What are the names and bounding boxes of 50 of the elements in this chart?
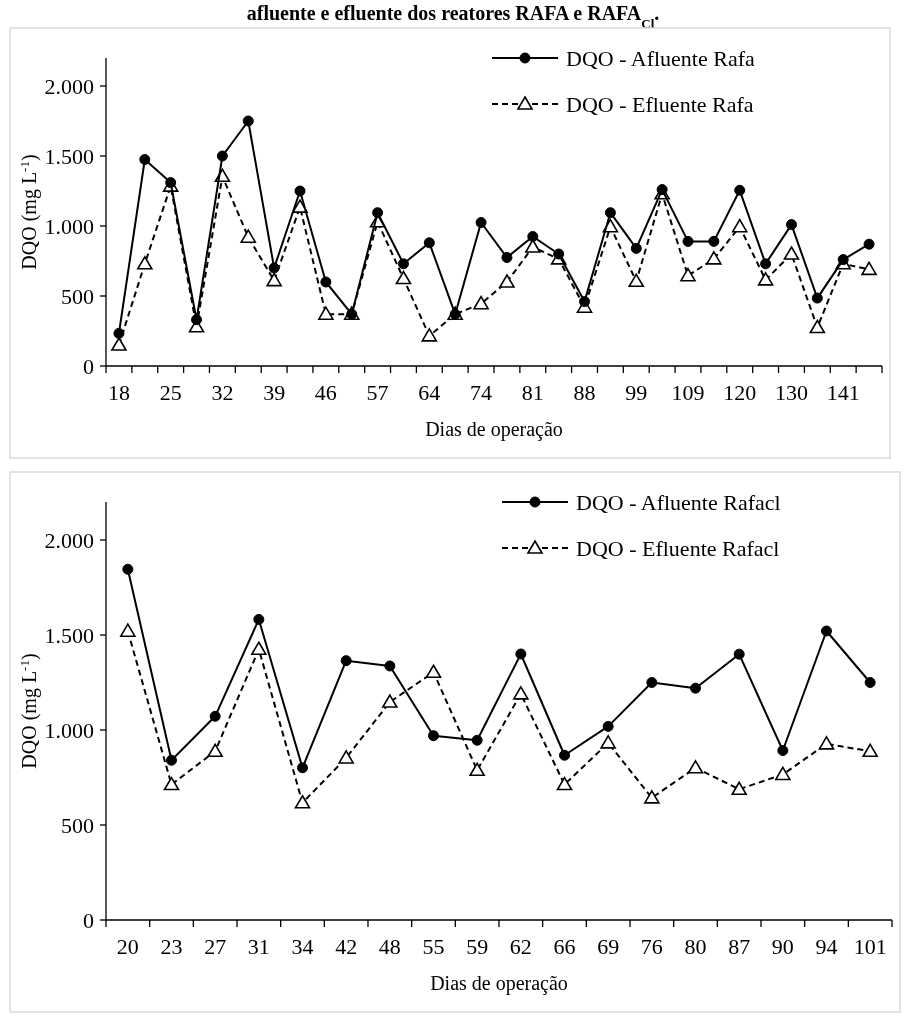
y-tick-label: 500 <box>61 812 94 838</box>
x-tick-label: 88 <box>573 380 596 405</box>
x-tick-label: 69 <box>597 934 620 959</box>
x-tick-label: 18 <box>107 380 130 405</box>
x-tick-label: 64 <box>418 380 441 405</box>
x-tick-label: 66 <box>553 934 576 959</box>
x-tick-label: 57 <box>366 380 389 405</box>
y-tick-label: 1.500 <box>44 622 94 648</box>
x-tick-label: 39 <box>263 380 286 405</box>
x-tick-label: 120 <box>723 380 757 405</box>
x-tick-label: 34 <box>291 934 314 959</box>
x-tick-label: 23 <box>160 934 183 959</box>
x-tick-label: 81 <box>521 380 544 405</box>
x-tick-label: 20 <box>116 934 139 959</box>
x-tick-label: 74 <box>470 380 493 405</box>
y-tick-label: 500 <box>61 283 94 309</box>
legend-label: DQO - Afluente Rafa <box>566 45 756 71</box>
y-tick-label: 2.000 <box>44 73 94 99</box>
legend-label: DQO - Efluente Rafa <box>566 91 754 117</box>
x-tick-label: 59 <box>466 934 489 959</box>
x-axis-title: Dias de operação <box>430 972 568 995</box>
legend-label: DQO - Afluente Rafacl <box>576 489 781 515</box>
x-tick-label: 27 <box>204 934 227 959</box>
x-tick-label: 76 <box>640 934 663 959</box>
x-tick-label: 31 <box>247 934 270 959</box>
x-tick-label: 130 <box>774 380 808 405</box>
x-tick-label: 109 <box>671 380 705 405</box>
x-axis-title: Dias de operação <box>425 418 563 441</box>
chart-title: afluente e efluente dos reatores RAFA e RAFA$_{Cl}$. <box>246 2 660 31</box>
x-tick-label: 55 <box>422 934 445 959</box>
y-tick-label: 2.000 <box>44 527 94 553</box>
x-tick-label: 32 <box>211 380 234 405</box>
x-tick-label: 141 <box>826 380 860 405</box>
x-tick-label: 46 <box>314 380 337 405</box>
x-tick-label: 99 <box>625 380 648 405</box>
x-tick-label: 101 <box>853 934 887 959</box>
y-tick-label: 1.500 <box>44 143 94 169</box>
x-tick-label: 90 <box>771 934 794 959</box>
x-tick-label: 80 <box>684 934 707 959</box>
legend-label: DQO - Efluente Rafacl <box>576 535 780 561</box>
y-tick-label: 0 <box>83 907 94 933</box>
y-tick-label: 1.000 <box>44 717 94 743</box>
x-tick-label: 25 <box>159 380 182 405</box>
x-tick-label: 42 <box>335 934 358 959</box>
x-tick-label: 87 <box>728 934 751 959</box>
x-tick-label: 48 <box>378 934 401 959</box>
x-tick-label: 94 <box>815 934 838 959</box>
x-tick-label: 62 <box>509 934 532 959</box>
y-tick-label: 0 <box>83 353 94 379</box>
y-tick-label: 1.000 <box>44 213 94 239</box>
